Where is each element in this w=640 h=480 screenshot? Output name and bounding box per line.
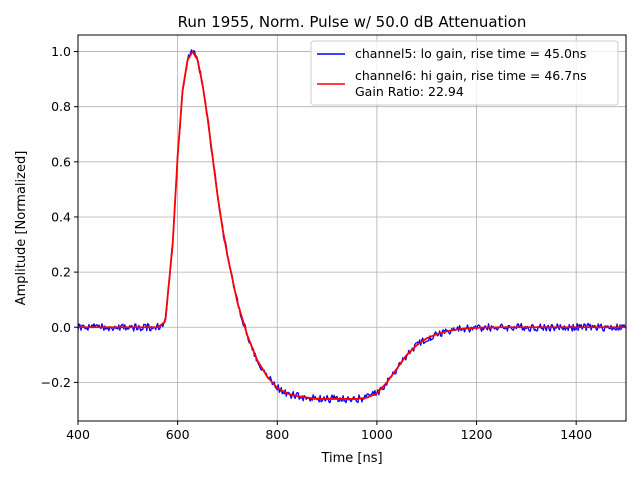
series-line-channel6 bbox=[78, 50, 626, 400]
x-tick-label: 800 bbox=[265, 427, 289, 442]
x-axis-label: Time [ns] bbox=[320, 451, 382, 466]
x-tick-label: 1200 bbox=[461, 427, 493, 442]
y-tick-label: 0.8 bbox=[51, 99, 71, 114]
legend-label-channel5: channel5: lo gain, rise time = 45.0ns bbox=[355, 46, 586, 61]
legend-box bbox=[310, 40, 619, 106]
x-tick-label: 1400 bbox=[560, 427, 592, 442]
y-tick-label: 0.6 bbox=[51, 154, 71, 169]
series-layer bbox=[78, 49, 626, 404]
axis-ticks: 400 600 800 1000 1200 1400 −0.2 0.0 0.2 0.4 0.6 0.8… bbox=[41, 44, 592, 442]
x-tick-label: 400 bbox=[66, 427, 90, 442]
y-tick-label: 1.0 bbox=[51, 44, 71, 59]
chart-title: Run 1955, Norm. Pulse w/ 50.0 dB Attenua… bbox=[178, 13, 527, 31]
legend: channel5: lo gain, rise time = 45.0ns ch… bbox=[310, 40, 619, 106]
legend-label-channel6: channel6: hi gain, rise time = 46.7ns bbox=[355, 68, 587, 83]
y-tick-label: 0.0 bbox=[51, 320, 71, 335]
legend-gain-ratio: Gain Ratio: 22.94 bbox=[355, 84, 464, 99]
y-tick-label: 0.4 bbox=[51, 209, 71, 224]
x-tick-label: 1000 bbox=[361, 427, 393, 442]
x-tick-label: 600 bbox=[166, 427, 190, 442]
y-tick-label: −0.2 bbox=[41, 375, 71, 390]
plot-frame bbox=[77, 34, 627, 422]
y-axis-label: Amplitude [Normalized] bbox=[14, 151, 29, 306]
y-tick-label: 0.2 bbox=[51, 265, 71, 280]
